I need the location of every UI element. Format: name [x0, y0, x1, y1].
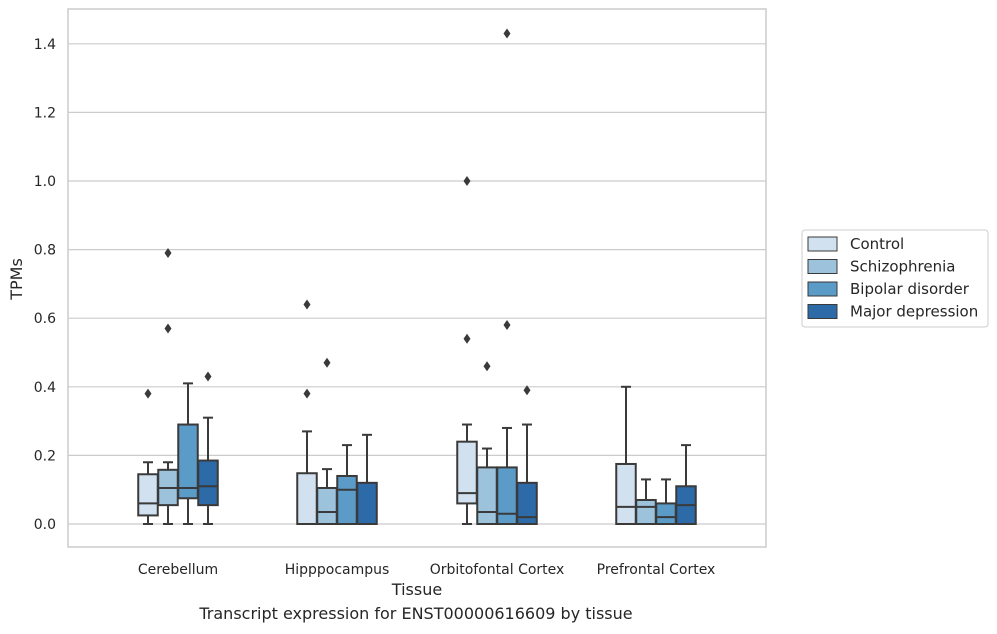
box-schizophrenia: [476, 361, 498, 525]
outlier-point: [323, 357, 331, 368]
figure-caption: Transcript expression for ENST0000061660…: [199, 604, 633, 623]
box-body: [655, 502, 677, 526]
box-control: [615, 385, 637, 526]
legend-label: Control: [850, 235, 904, 253]
box-body: [456, 440, 478, 505]
y-tick-label: 1.2: [34, 105, 56, 121]
box-body: [197, 459, 219, 507]
outlier-point: [144, 388, 152, 399]
outlier-point: [503, 320, 511, 331]
box-plot-chart: 0.0 0.2 0.4 0.6 0.8 1.0 1.2 1.4 Cerebellum Hippp…: [7, 8, 989, 599]
outlier-point: [204, 371, 212, 382]
box-body: [316, 486, 338, 525]
y-tick-label: 0.0: [34, 517, 56, 533]
legend: Control Schizophrenia Bipolar disorder Majo…: [801, 229, 989, 328]
y-tick-label: 0.6: [34, 311, 56, 327]
legend-swatch: [807, 304, 838, 319]
outlier-point: [523, 385, 531, 396]
legend-label: Major depression: [850, 303, 978, 321]
box-schizophrenia: [316, 357, 338, 525]
outlier-point: [503, 28, 511, 39]
outlier-point: [303, 388, 311, 399]
box-bipolar-disorder: [496, 28, 518, 525]
y-tick-label: 0.4: [34, 380, 56, 396]
outlier-point: [164, 323, 172, 334]
outlier-point: [303, 299, 311, 310]
y-tick-label: 1.0: [34, 174, 56, 190]
legend-frame: [801, 229, 989, 328]
outlier-point: [463, 333, 471, 344]
x-axis-ticks: Cerebellum Hipppocampus Orbitofontal Corte…: [138, 562, 715, 578]
legend-swatch: [807, 281, 838, 297]
box-body: [635, 498, 657, 525]
box-body: [137, 473, 159, 517]
box-schizophrenia: [157, 248, 179, 525]
legend-label: Schizophrenia: [850, 258, 955, 276]
box-control: [456, 176, 478, 525]
legend-label: Bipolar disorder: [850, 280, 970, 298]
y-axis-label: TPMs: [7, 258, 26, 301]
outlier-point: [483, 361, 491, 372]
box-series: [137, 28, 697, 526]
box-major-depression: [356, 433, 378, 525]
legend-swatch: [807, 236, 838, 252]
x-axis-label: Tissue: [391, 580, 442, 599]
box-major-depression: [516, 385, 538, 525]
box-control: [137, 388, 159, 525]
plot-area: [67, 8, 767, 548]
x-tick-label: Cerebellum: [138, 562, 218, 578]
y-tick-label: 0.2: [34, 448, 56, 464]
x-tick-label: Prefrontal Cortex: [597, 562, 716, 578]
outlier-point: [463, 176, 471, 186]
y-tick-label: 1.4: [34, 37, 56, 53]
x-tick-label: Orbitofontal Cortex: [430, 562, 565, 578]
box-body: [336, 474, 358, 526]
box-body: [496, 466, 518, 525]
box-body: [356, 481, 378, 525]
box-major-depression: [197, 371, 219, 525]
box-schizophrenia: [635, 478, 657, 525]
y-tick-label: 0.8: [34, 243, 56, 259]
legend-swatch: [807, 259, 838, 274]
outlier-point: [164, 248, 172, 259]
box-body: [615, 462, 637, 526]
box-body: [296, 472, 318, 525]
box-major-depression: [675, 444, 697, 525]
box-body: [516, 481, 538, 525]
box-body: [476, 466, 498, 525]
y-axis-ticks: 0.0 0.2 0.4 0.6 0.8 1.0 1.2 1.4: [34, 37, 56, 533]
x-tick-label: Hipppocampus: [285, 562, 390, 578]
